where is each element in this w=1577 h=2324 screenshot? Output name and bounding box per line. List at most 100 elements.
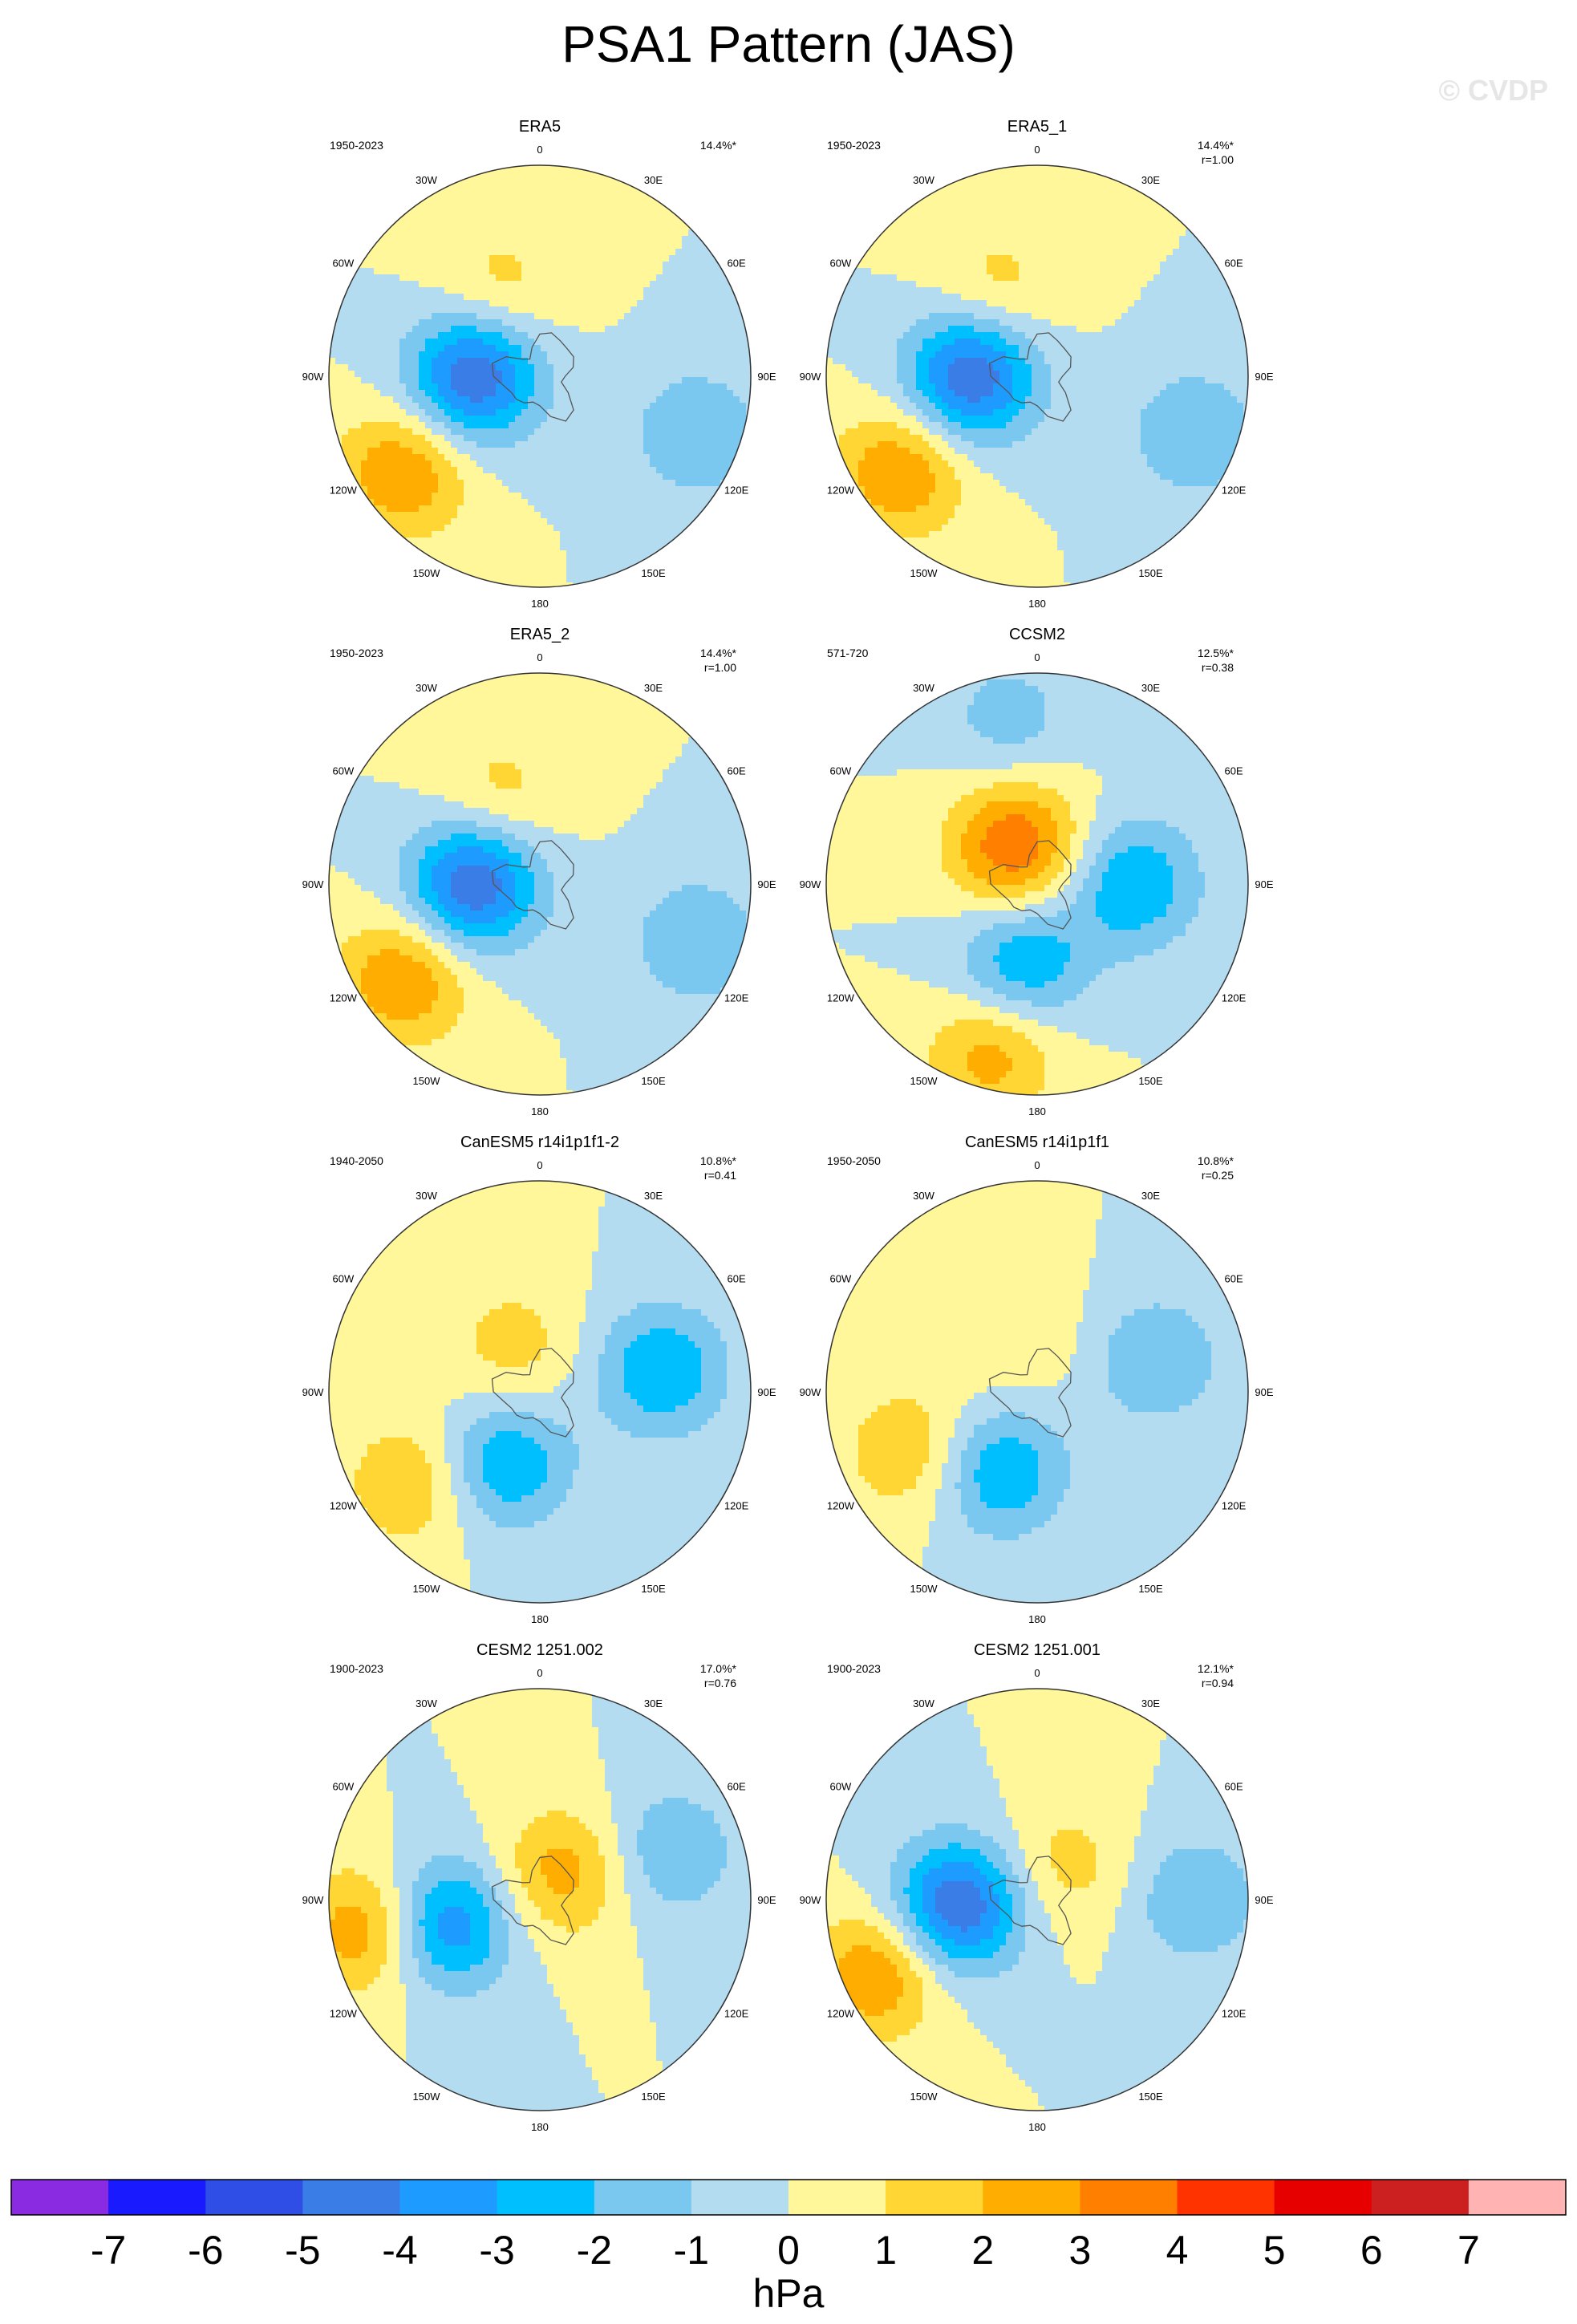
longitude-label: 30E <box>644 1190 663 1202</box>
panel-years: 1900-2023 <box>330 1662 383 1675</box>
longitude-label: 90W <box>302 1386 324 1398</box>
longitude-label: 90E <box>757 371 776 383</box>
panel-title: ERA5 <box>519 118 561 136</box>
panel-variance: 14.4%* <box>700 139 737 152</box>
longitude-label: 150W <box>910 1075 938 1087</box>
longitude-label: 60W <box>333 1781 355 1793</box>
longitude-label: 150E <box>641 2091 666 2103</box>
longitude-label: 150E <box>1138 1583 1163 1595</box>
panel-title: CESM2 1251.001 <box>974 1641 1101 1659</box>
panel-variance: 12.5%* <box>1198 647 1234 659</box>
pressure-field <box>826 1181 1248 1603</box>
longitude-label: 180 <box>1028 1613 1046 1625</box>
antarctica-outline <box>988 332 1072 422</box>
longitude-label: 150W <box>910 567 938 579</box>
longitude-label: 30E <box>1141 174 1160 186</box>
longitude-label: 30E <box>1141 1190 1160 1202</box>
map-boundary <box>328 164 752 588</box>
longitude-label: 120E <box>1222 992 1247 1004</box>
longitude-label: 180 <box>531 2121 549 2133</box>
longitude-label: 0 <box>537 144 542 156</box>
longitude-label: 30W <box>416 1697 437 1710</box>
colorbar-tick-label: -1 <box>674 2228 709 2273</box>
longitude-label: 120W <box>330 1500 358 1512</box>
longitude-label: 60W <box>830 258 852 270</box>
watermark-text: © CVDP <box>1412 74 1548 107</box>
longitude-label: 30E <box>644 174 663 186</box>
map-boundary <box>825 164 1249 588</box>
longitude-label: 0 <box>537 1159 542 1171</box>
longitude-label: 120W <box>827 992 855 1004</box>
panel-years: 1940-2050 <box>330 1154 383 1167</box>
panel-years: 1950-2050 <box>827 1154 881 1167</box>
panel-correlation: r=1.00 <box>704 661 736 674</box>
longitude-label: 150W <box>413 567 441 579</box>
antarctica-outline <box>491 1856 574 1945</box>
antarctica-outline <box>988 1348 1072 1438</box>
longitude-label: 90E <box>1255 878 1273 890</box>
longitude-label: 150W <box>910 1583 938 1595</box>
pressure-field <box>826 165 1248 587</box>
longitude-label: 120W <box>330 2008 358 2020</box>
longitude-label: 60E <box>1225 258 1243 270</box>
longitude-label: 90W <box>800 371 821 383</box>
longitude-label: 120W <box>330 992 358 1004</box>
longitude-label: 90W <box>800 878 821 890</box>
panel-variance: 14.4%* <box>700 647 737 659</box>
pressure-field <box>329 165 751 587</box>
longitude-label: 120E <box>724 485 749 497</box>
longitude-label: 120E <box>1222 2008 1247 2020</box>
pressure-field <box>329 1689 751 2111</box>
longitude-label: 60E <box>728 258 746 270</box>
longitude-label: 90W <box>302 1894 324 1906</box>
map-boundary <box>328 1688 752 2111</box>
longitude-label: 180 <box>1028 1105 1046 1117</box>
pressure-field <box>329 1181 751 1603</box>
longitude-label: 30E <box>1141 1697 1160 1710</box>
longitude-label: 90E <box>1255 1894 1273 1906</box>
longitude-label: 0 <box>1034 1667 1040 1679</box>
panel-correlation: r=0.76 <box>704 1677 736 1689</box>
longitude-label: 180 <box>531 598 549 610</box>
longitude-label: 90E <box>1255 371 1273 383</box>
colorbar-tick-label: 5 <box>1263 2228 1286 2273</box>
map-panel: 0 30E 60E 90E 120E 150E 180 150W 120W 90W 60W 30W ER… <box>302 626 776 1117</box>
colorbar-tick-label: 1 <box>874 2228 897 2273</box>
panel-variance: 17.0%* <box>700 1662 737 1675</box>
panel-title: CCSM2 <box>1009 626 1065 643</box>
longitude-label: 150E <box>1138 567 1163 579</box>
longitude-label: 60W <box>830 1273 852 1285</box>
longitude-label: 90E <box>757 878 776 890</box>
colorbar-tick-label: -7 <box>91 2228 126 2273</box>
map-boundary <box>328 672 752 1096</box>
longitude-label: 60E <box>728 765 746 777</box>
longitude-label: 180 <box>1028 598 1046 610</box>
map-panels: 0 30E 60E 90E 120E 150E 180 150W 120W 90W 60W 30W ER… <box>302 118 1274 2133</box>
longitude-label: 90W <box>800 1386 821 1398</box>
longitude-label: 150E <box>641 1583 666 1595</box>
map-boundary <box>328 1180 752 1604</box>
colorbar-tick-label: -5 <box>285 2228 320 2273</box>
panel-title: CanESM5 r14i1p1f1 <box>965 1134 1109 1151</box>
longitude-label: 120E <box>724 2008 749 2020</box>
longitude-label: 120E <box>1222 1500 1247 1512</box>
longitude-label: 60E <box>728 1273 746 1285</box>
colorbar-tick-label: 2 <box>971 2228 994 2273</box>
map-panel: 0 30E 60E 90E 120E 150E 180 150W 120W 90W 60W 30W ER… <box>302 118 776 610</box>
longitude-label: 120W <box>330 485 358 497</box>
longitude-label: 30W <box>913 1697 934 1710</box>
colorbar-tick-label: 0 <box>777 2228 800 2273</box>
longitude-label: 30E <box>644 682 663 694</box>
panel-variance: 14.4%* <box>1198 139 1234 152</box>
map-panel: 0 30E 60E 90E 120E 150E 180 150W 120W 90W 60W 30W Ca… <box>800 1134 1274 1625</box>
colorbar-tick-label: 7 <box>1457 2228 1480 2273</box>
panel-variance: 10.8%* <box>700 1154 737 1167</box>
longitude-label: 0 <box>537 1667 542 1679</box>
colorbar-tick-label: -3 <box>479 2228 514 2273</box>
panel-variance: 10.8%* <box>1198 1154 1234 1167</box>
antarctica-outline <box>988 1856 1072 1945</box>
longitude-label: 180 <box>1028 2121 1046 2133</box>
figure-title: PSA1 Pattern (JAS) <box>0 14 1577 74</box>
longitude-label: 120E <box>1222 485 1247 497</box>
longitude-label: 90E <box>1255 1386 1273 1398</box>
